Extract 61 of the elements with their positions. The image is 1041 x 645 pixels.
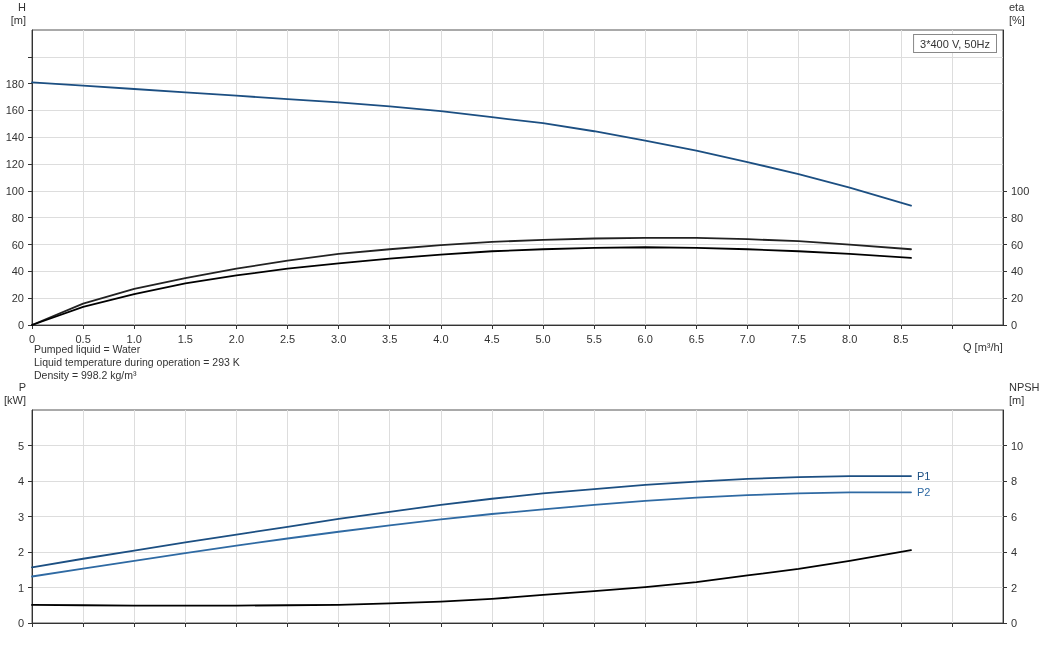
text: Density = 998.2 kg/m³ bbox=[34, 368, 137, 381]
x-tick-label: 0 bbox=[28, 332, 36, 345]
y-tick-label: 120 bbox=[5, 158, 24, 171]
x-tick-label: 3.0 bbox=[330, 332, 347, 345]
line-series bbox=[31, 475, 912, 569]
y2-tick-label: 8 bbox=[1011, 475, 1018, 487]
y-tick-label: 140 bbox=[5, 131, 24, 144]
line-series bbox=[31, 491, 912, 578]
line-series bbox=[31, 81, 912, 207]
y-tick-label: 80 bbox=[11, 211, 24, 224]
y2-axis-title: NPSH [m] bbox=[1009, 380, 1040, 406]
y2-tick-label: 40 bbox=[1011, 265, 1024, 278]
y2-tick-label: 10 bbox=[1011, 439, 1024, 452]
series-label: P2 bbox=[917, 486, 931, 499]
annotation: 3*400 V, 50Hz bbox=[920, 37, 991, 50]
x-tick-label: 7.5 bbox=[790, 332, 807, 345]
y2-tick-label: 4 bbox=[1011, 546, 1018, 558]
y-tick-label: 180 bbox=[5, 77, 24, 90]
y2-tick-label: 20 bbox=[1011, 292, 1024, 305]
y2-tick-label: 6 bbox=[1011, 510, 1018, 523]
x-tick-label: 6.0 bbox=[637, 332, 653, 345]
y2-tick-label: 80 bbox=[1011, 211, 1024, 224]
y-tick-label: 4 bbox=[17, 475, 24, 487]
x-tick-label: 4.0 bbox=[433, 332, 449, 345]
y-tick-label: 2 bbox=[17, 546, 24, 558]
y2-tick-label: 2 bbox=[1011, 581, 1018, 594]
y-tick-label: 3 bbox=[17, 510, 24, 523]
x-tick-label: 7.0 bbox=[739, 332, 756, 345]
x-tick-label: 2.5 bbox=[279, 332, 296, 345]
x-tick-label: 8.0 bbox=[842, 332, 858, 345]
text: Liquid temperature during operation = 293 K bbox=[34, 355, 240, 368]
x-tick-label: 1.0 bbox=[126, 332, 142, 345]
y2-tick-label: 0 bbox=[1011, 319, 1018, 331]
y-tick-label: 0 bbox=[17, 617, 24, 629]
y-axis-title: H [m] bbox=[10, 0, 27, 26]
y2-tick-label: 60 bbox=[1011, 238, 1024, 251]
y-axis-title: P [kW] bbox=[4, 380, 26, 406]
x-tick-label: 4.5 bbox=[484, 332, 500, 345]
x-tick-label: 8.5 bbox=[893, 332, 909, 345]
x-tick-label: 6.5 bbox=[688, 332, 705, 345]
line-series bbox=[31, 549, 912, 607]
y-tick-label: 160 bbox=[5, 104, 24, 117]
y2-tick-label: 100 bbox=[1011, 184, 1030, 197]
y2-axis-title: eta [%] bbox=[1009, 0, 1026, 26]
y-tick-label: 20 bbox=[11, 292, 24, 305]
x-tick-label: 5.0 bbox=[535, 332, 551, 345]
x-tick-label: 2.0 bbox=[228, 332, 245, 345]
y-tick-label: 5 bbox=[17, 439, 24, 452]
x-tick-label: 0.5 bbox=[75, 332, 91, 345]
y-tick-label: 1 bbox=[17, 581, 24, 594]
y-tick-label: 100 bbox=[5, 184, 24, 197]
y2-tick-label: 0 bbox=[1011, 617, 1018, 629]
text: Pumped liquid = Water bbox=[34, 342, 141, 355]
y-tick-label: 60 bbox=[11, 238, 24, 251]
y-tick-label: 40 bbox=[11, 265, 24, 278]
x-axis-title: Q [m³/h] bbox=[963, 340, 1003, 353]
x-tick-label: 5.5 bbox=[586, 332, 602, 345]
x-tick-label: 1.5 bbox=[177, 332, 193, 345]
series-label: P1 bbox=[917, 470, 931, 483]
x-tick-label: 3.5 bbox=[382, 332, 398, 345]
y-tick-label: 0 bbox=[17, 319, 24, 331]
